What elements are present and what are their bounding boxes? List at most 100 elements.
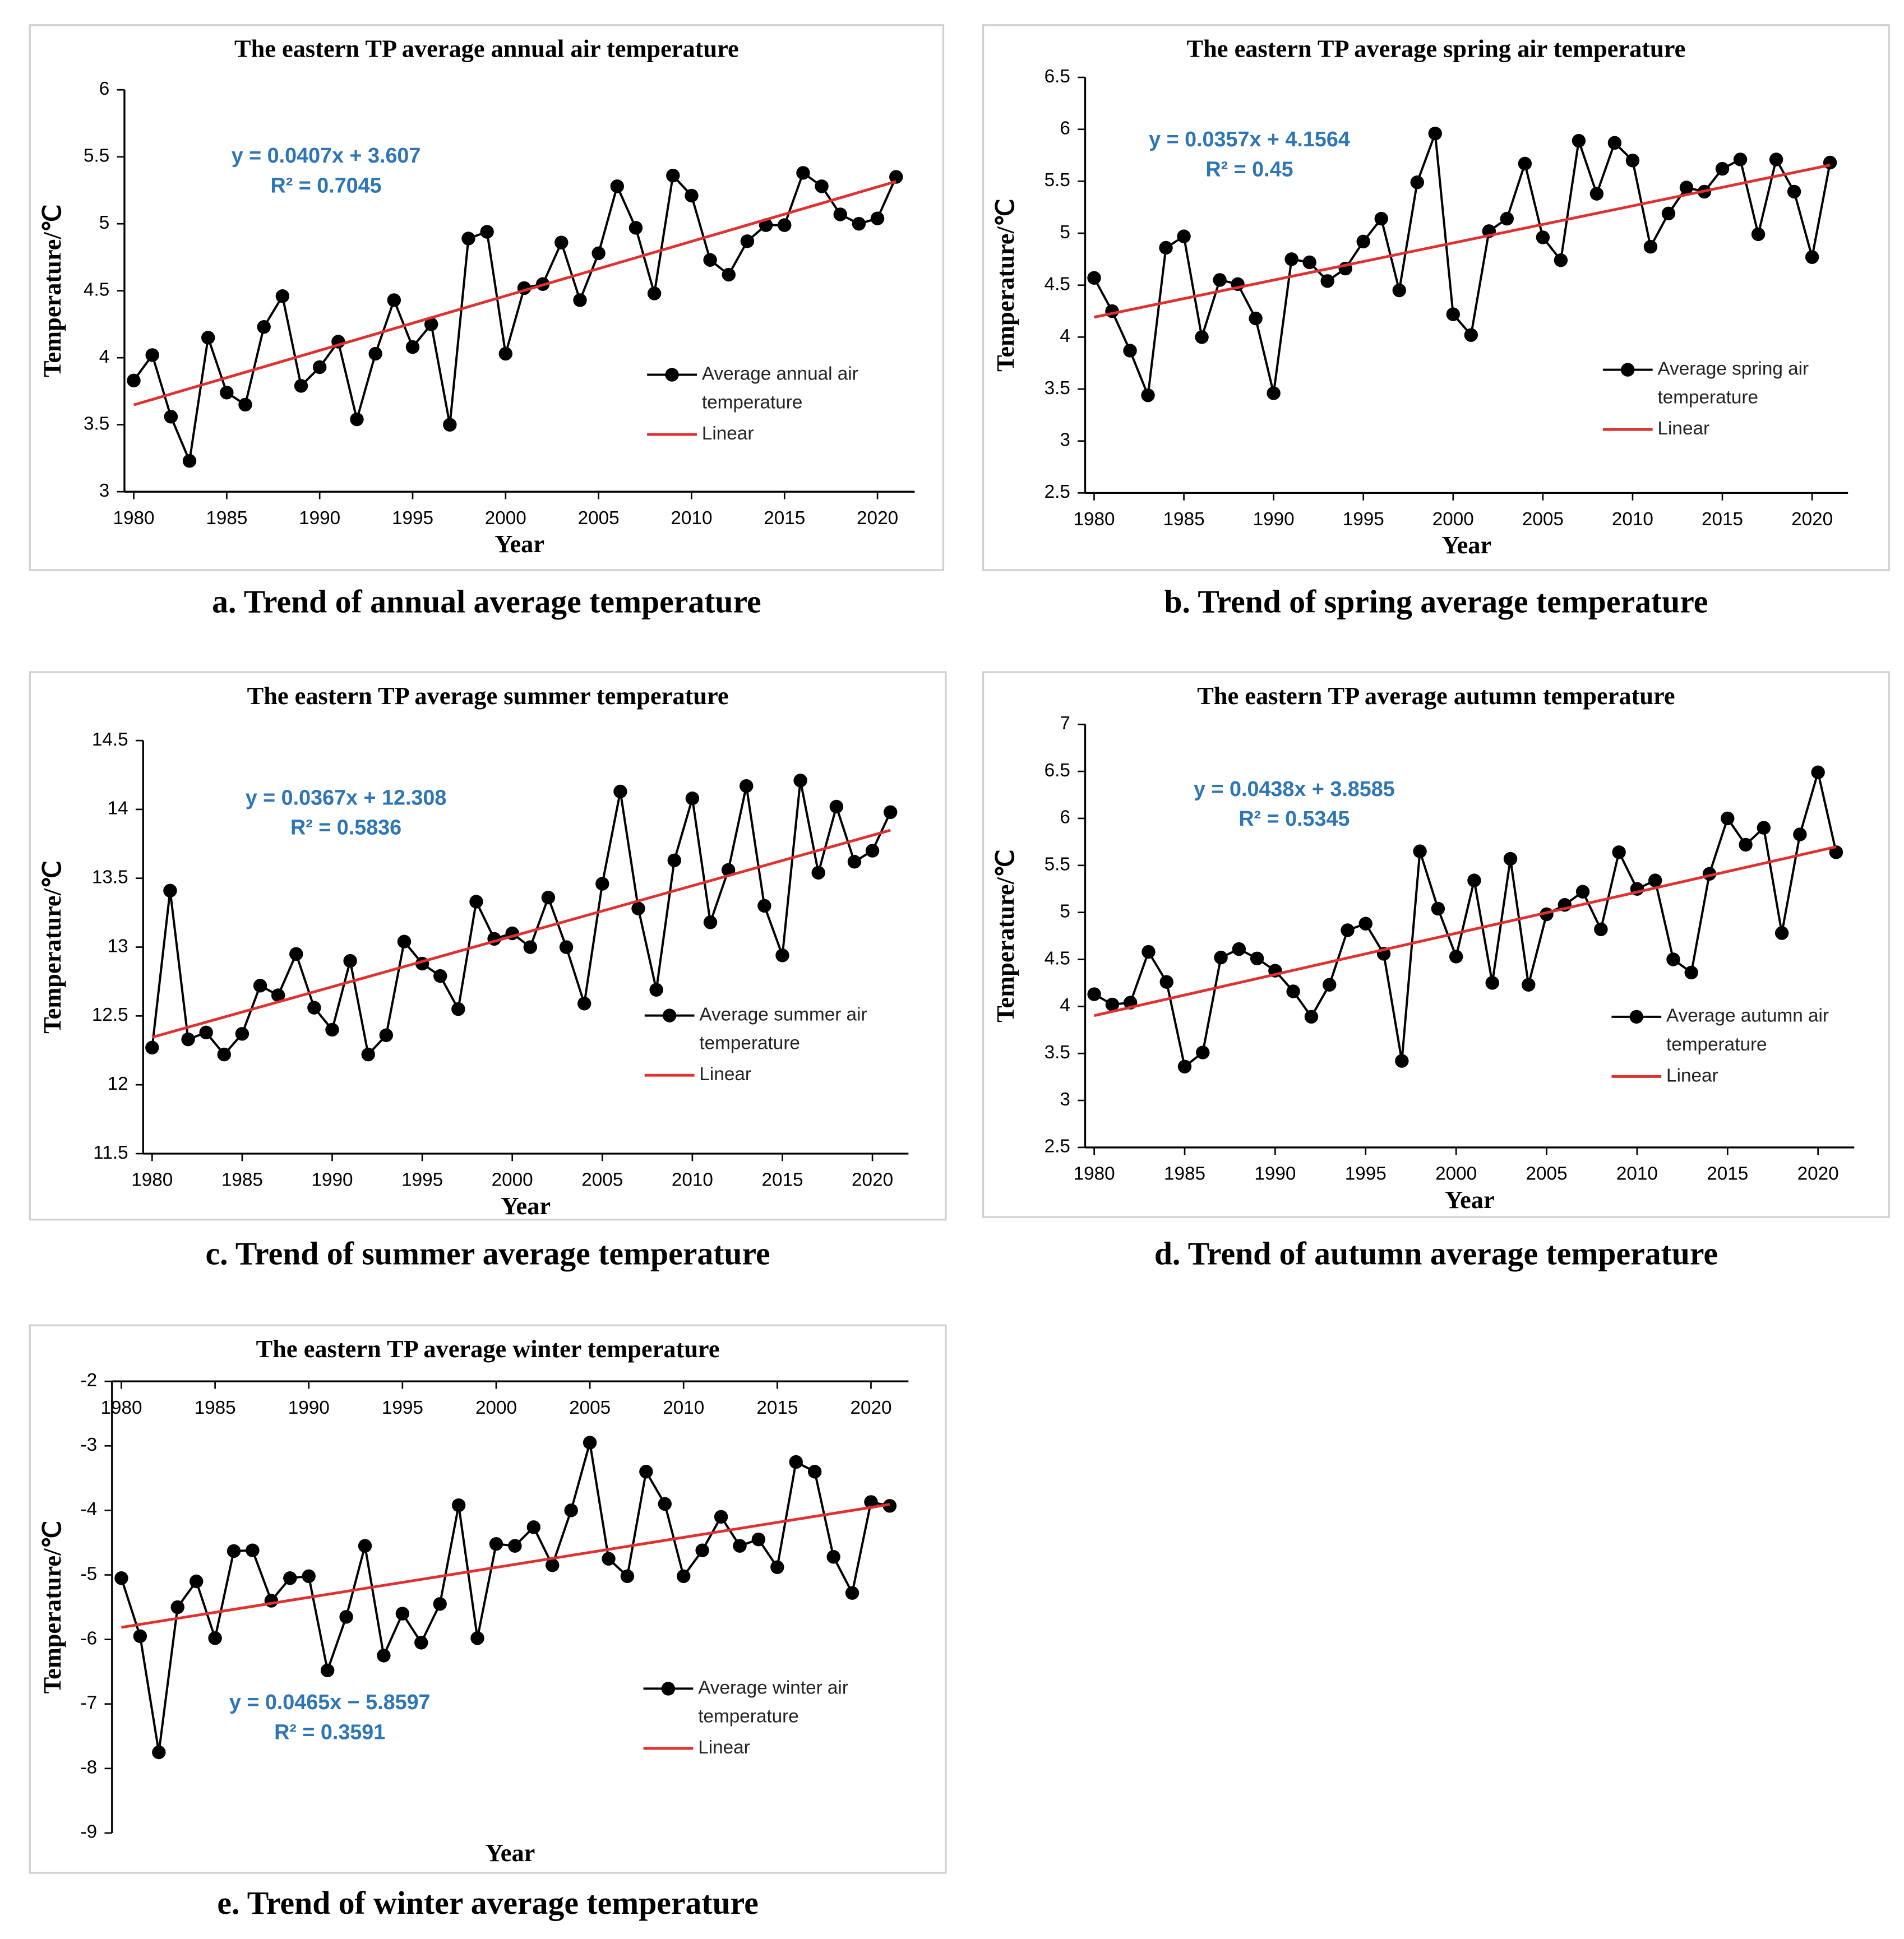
x-axis-label: Year xyxy=(495,530,544,558)
data-point xyxy=(170,1600,184,1614)
data-point xyxy=(470,1631,484,1645)
data-point xyxy=(1757,821,1771,835)
caption: b. Trend of spring average temperature xyxy=(1164,584,1708,619)
data-point xyxy=(722,267,736,282)
data-point xyxy=(181,1032,195,1047)
data-point xyxy=(751,1532,766,1547)
data-point xyxy=(1811,765,1825,779)
data-point xyxy=(1787,184,1801,199)
data-point xyxy=(189,1574,204,1589)
x-tick-label: 2015 xyxy=(764,508,805,529)
data-point xyxy=(703,253,717,267)
data-point xyxy=(1643,239,1658,254)
y-tick-label: 4 xyxy=(1060,995,1070,1016)
data-point xyxy=(1087,271,1101,285)
data-point xyxy=(1648,873,1662,887)
data-point xyxy=(833,207,847,221)
data-point xyxy=(1410,175,1424,189)
data-point xyxy=(294,379,308,393)
x-tick-label: 1980 xyxy=(113,508,155,529)
legend-label: Average summer air temperature xyxy=(699,1004,867,1054)
data-point xyxy=(658,1497,672,1511)
data-point xyxy=(602,1552,616,1566)
chart-title: The eastern TP average spring air temper… xyxy=(1187,35,1686,63)
y-tick-label: 6 xyxy=(1060,807,1070,828)
legend-marker xyxy=(1629,1010,1643,1024)
x-tick-label: 2005 xyxy=(581,1170,623,1191)
data-point xyxy=(433,1597,447,1611)
series-line xyxy=(1094,845,1837,1017)
chart-title: The eastern TP average winter temperatur… xyxy=(256,1335,720,1363)
legend-entry: Linear xyxy=(702,423,754,445)
data-point xyxy=(1284,252,1298,266)
x-axis-label: Year xyxy=(1441,531,1491,559)
data-point xyxy=(253,979,267,993)
data-point xyxy=(1196,1045,1210,1059)
data-point xyxy=(845,1586,859,1600)
x-tick-label: 2015 xyxy=(756,1397,798,1418)
y-tick-label: -5 xyxy=(81,1563,98,1584)
x-tick-label: 2020 xyxy=(852,1170,893,1191)
data-point xyxy=(1320,274,1334,288)
data-point xyxy=(564,1503,578,1517)
annotation: y = 0.0438x + 3.8585 xyxy=(1194,777,1395,800)
data-point xyxy=(1177,229,1191,243)
data-point xyxy=(152,1745,166,1760)
y-tick-label: 12 xyxy=(108,1073,128,1094)
data-point xyxy=(508,1539,522,1553)
chart-title: The eastern TP average annual air temper… xyxy=(234,35,739,63)
y-tick-label: 14 xyxy=(108,798,128,819)
data-point xyxy=(377,1649,391,1663)
data-point xyxy=(238,397,252,412)
x-tick-label: 2010 xyxy=(671,508,712,529)
y-tick-label: 3 xyxy=(99,480,110,501)
data-point xyxy=(541,890,556,905)
y-axis-label: Temperature/℃ xyxy=(38,1521,66,1694)
y-tick-label: -6 xyxy=(81,1628,98,1649)
data-point xyxy=(829,799,844,814)
x-tick-label: 2000 xyxy=(492,1170,533,1191)
data-point xyxy=(667,853,681,868)
x-tick-label: 1980 xyxy=(100,1397,142,1418)
data-point xyxy=(1105,997,1120,1012)
y-axis-label: Temperature/℃ xyxy=(991,198,1019,372)
legend-label: Linear xyxy=(699,1064,751,1085)
data-point xyxy=(235,1027,249,1041)
data-point xyxy=(889,170,903,184)
data-point xyxy=(1232,942,1246,956)
data-point xyxy=(283,1571,297,1585)
data-point xyxy=(1625,154,1640,168)
x-tick-label: 2020 xyxy=(850,1397,891,1418)
data-point xyxy=(1159,240,1173,255)
data-point xyxy=(1142,945,1156,959)
data-point xyxy=(1739,837,1753,852)
data-point xyxy=(1302,255,1316,270)
data-point xyxy=(1554,253,1568,267)
y-tick-label: -2 xyxy=(81,1370,98,1391)
y-axis-label: Temperature/℃ xyxy=(38,204,66,377)
x-tick-label: 2020 xyxy=(1791,509,1833,530)
data-point xyxy=(685,792,700,806)
legend-entry: Average autumn air temperature xyxy=(1666,1006,1829,1056)
annotation: R² = 0.3591 xyxy=(274,1720,385,1743)
data-point xyxy=(714,1510,728,1524)
panel-frame xyxy=(982,671,1891,1218)
data-point xyxy=(1467,873,1481,887)
x-tick-label: 1985 xyxy=(206,508,247,529)
x-tick-label: 2000 xyxy=(485,508,526,529)
legend-label: Linear xyxy=(1666,1065,1718,1087)
y-tick-label: 5 xyxy=(1060,222,1070,243)
data-point xyxy=(480,225,494,239)
data-point xyxy=(647,286,662,300)
data-point xyxy=(343,954,357,968)
data-point xyxy=(882,1499,897,1513)
y-tick-label: 3.5 xyxy=(1045,378,1070,399)
data-point xyxy=(666,168,680,183)
y-tick-label: 7 xyxy=(1060,713,1070,734)
data-point xyxy=(1214,950,1228,965)
legend-label: Average winter air temperature xyxy=(698,1677,848,1728)
y-tick-label: -8 xyxy=(81,1757,98,1778)
x-tick-label: 1980 xyxy=(1073,509,1115,530)
data-point xyxy=(1413,844,1427,858)
data-point xyxy=(114,1571,128,1585)
